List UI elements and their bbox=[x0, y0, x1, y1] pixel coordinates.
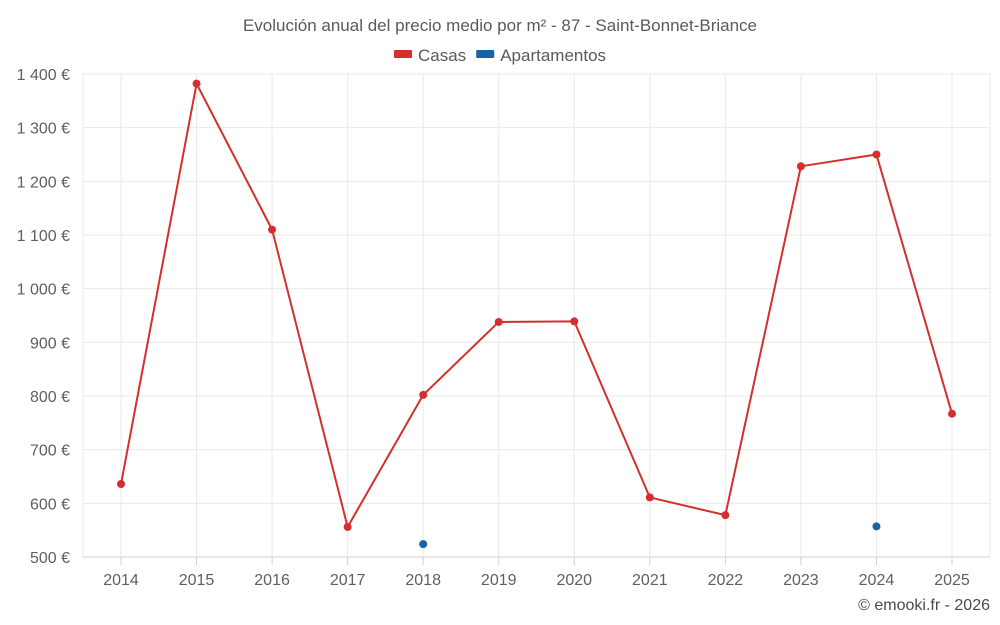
x-tick-label: 2023 bbox=[783, 572, 819, 589]
data-point-casas[interactable] bbox=[570, 317, 579, 326]
y-tick-label: 900 € bbox=[30, 335, 70, 352]
data-point-casas[interactable] bbox=[645, 493, 654, 502]
legend-label: Casas bbox=[418, 46, 466, 65]
y-tick-label: 1 300 € bbox=[17, 121, 70, 138]
credit-text: © emooki.fr - 2026 bbox=[858, 597, 990, 614]
x-tick-label: 2014 bbox=[103, 572, 139, 589]
y-tick-label: 1 200 € bbox=[17, 174, 70, 191]
y-tick-label: 700 € bbox=[30, 443, 70, 460]
chart-legend: Casas Apartamentos bbox=[394, 46, 606, 65]
x-tick-label: 2019 bbox=[481, 572, 517, 589]
x-tick-label: 2024 bbox=[859, 572, 895, 589]
data-point-casas[interactable] bbox=[419, 390, 428, 399]
legend-label: Apartamentos bbox=[500, 46, 606, 65]
chart-grid bbox=[82, 73, 991, 558]
legend-swatch bbox=[394, 50, 412, 58]
x-tick-label: 2021 bbox=[632, 572, 668, 589]
x-tick-label: 2022 bbox=[708, 572, 744, 589]
data-point-casas[interactable] bbox=[872, 150, 881, 159]
y-tick-label: 1 400 € bbox=[17, 67, 70, 84]
legend-item-casas[interactable]: Casas bbox=[394, 46, 466, 65]
data-point-casas[interactable] bbox=[721, 511, 730, 520]
y-tick-label: 600 € bbox=[30, 496, 70, 513]
data-point-casas[interactable] bbox=[192, 79, 201, 88]
data-point-apartamentos[interactable] bbox=[419, 540, 428, 549]
x-tick-label: 2018 bbox=[405, 572, 441, 589]
x-tick-label: 2020 bbox=[556, 572, 592, 589]
legend-item-apartamentos[interactable]: Apartamentos bbox=[476, 46, 606, 65]
x-tick-label: 2015 bbox=[179, 572, 215, 589]
data-point-casas[interactable] bbox=[268, 225, 277, 234]
data-point-casas[interactable] bbox=[796, 162, 805, 171]
chart-series bbox=[117, 79, 956, 549]
x-tick-label: 2016 bbox=[254, 572, 290, 589]
chart-title: Evolución anual del precio medio por m² … bbox=[243, 16, 757, 35]
y-axis: 500 € 600 € 700 € 800 € 900 € 1 000 € 1 100 € 1… bbox=[17, 67, 70, 567]
y-tick-label: 800 € bbox=[30, 389, 70, 406]
y-tick-label: 1 100 € bbox=[17, 228, 70, 245]
x-axis: 2014 2015 2016 2017 2018 2019 2020 2021 2022 2023… bbox=[103, 557, 970, 589]
data-point-casas[interactable] bbox=[117, 480, 125, 489]
data-point-casas[interactable] bbox=[494, 317, 503, 326]
data-point-casas[interactable] bbox=[343, 522, 352, 531]
x-tick-label: 2025 bbox=[934, 572, 970, 589]
data-point-apartamentos[interactable] bbox=[872, 522, 881, 531]
x-tick-label: 2017 bbox=[330, 572, 366, 589]
legend-swatch bbox=[476, 50, 495, 58]
data-point-casas[interactable] bbox=[948, 409, 956, 418]
series-line-casas bbox=[120, 82, 953, 528]
y-tick-label: 1 000 € bbox=[17, 282, 70, 299]
y-tick-label: 500 € bbox=[30, 550, 70, 567]
